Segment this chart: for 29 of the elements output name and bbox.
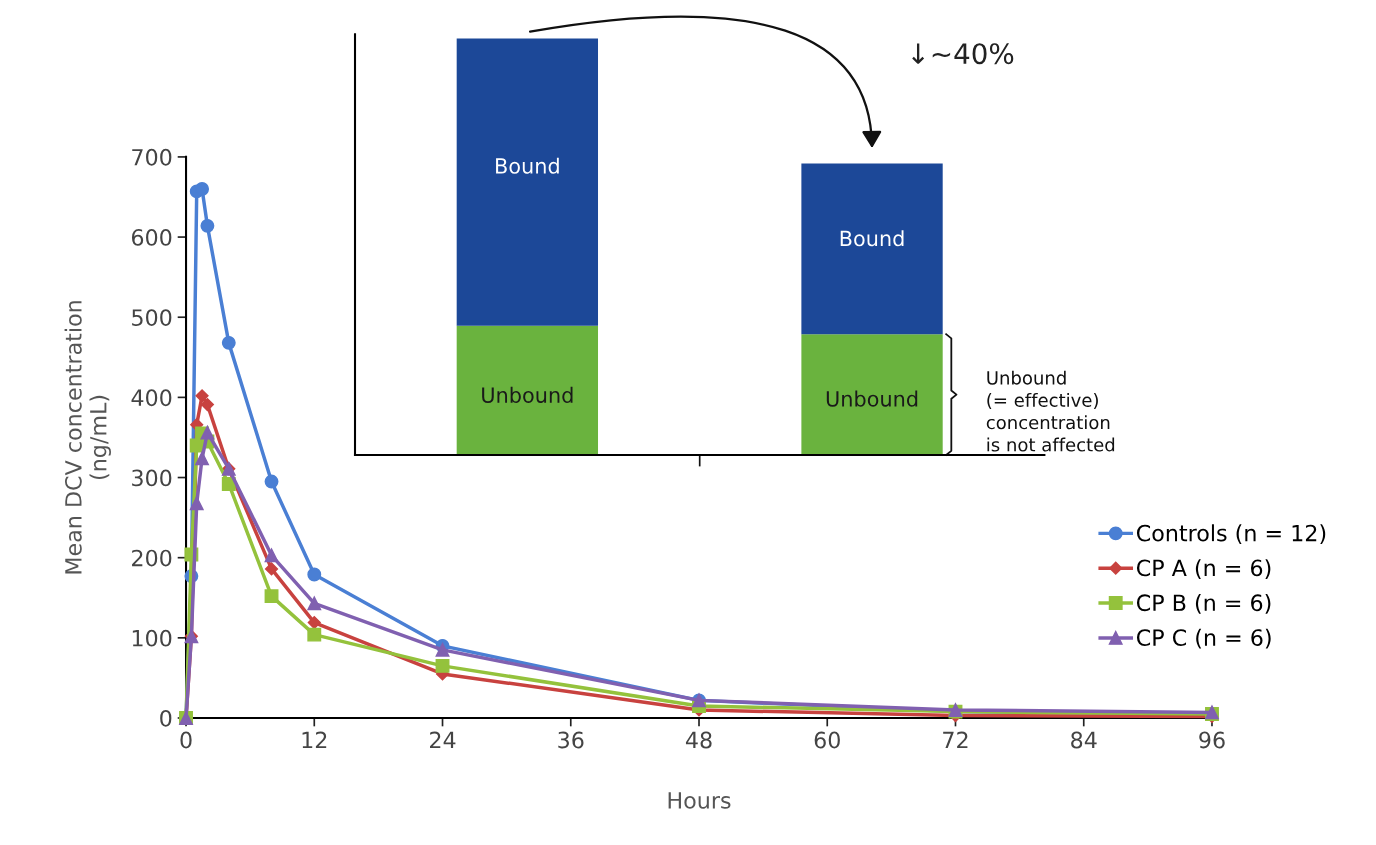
y-tick-label: 600 — [131, 229, 172, 246]
y-tick-label: 700 — [132, 148, 172, 166]
y-tick-label: 400 — [131, 389, 172, 407]
y-tick-label: 300 — [132, 469, 172, 487]
x-tick-label: 72 — [943, 731, 968, 749]
text: Unbound — [826, 390, 918, 407]
y-tick-label: 200 — [132, 549, 172, 567]
y-tick-label: 0 — [160, 709, 172, 727]
x-axis-title: Hours — [668, 792, 731, 809]
x-tick-label: 12 — [302, 731, 327, 749]
x-tick-label: 0 — [180, 731, 192, 749]
x-tick-label: 48 — [685, 731, 712, 749]
y-tick-label: 100 — [132, 629, 172, 647]
series-label: Bound — [496, 157, 559, 174]
legend-label: Controls (n = 12) — [1136, 524, 1326, 545]
text: Bound — [840, 230, 904, 247]
legend-label: CP C (n = 6) — [1136, 628, 1271, 649]
annotation: ↓~40% — [912, 43, 1014, 65]
legend-label: CP B (n = 6) — [1136, 593, 1271, 614]
y-tick-label: 500 — [132, 309, 172, 326]
x-tick-label: 60 — [814, 731, 840, 749]
legend-label: CP A (n = 6) — [1136, 559, 1271, 579]
x-tick-label: 84 — [1071, 731, 1097, 749]
x-tick-label: 96 — [1199, 731, 1225, 749]
series-label: Unbound — [482, 386, 573, 403]
x-tick-label: 36 — [558, 731, 584, 749]
y-axis-title: Mean DCV concentration (ng/mL) — [64, 301, 111, 574]
x-tick-label: 24 — [430, 731, 456, 749]
annotation: Unbound (= effective) concentration is not affected — [986, 370, 1115, 452]
